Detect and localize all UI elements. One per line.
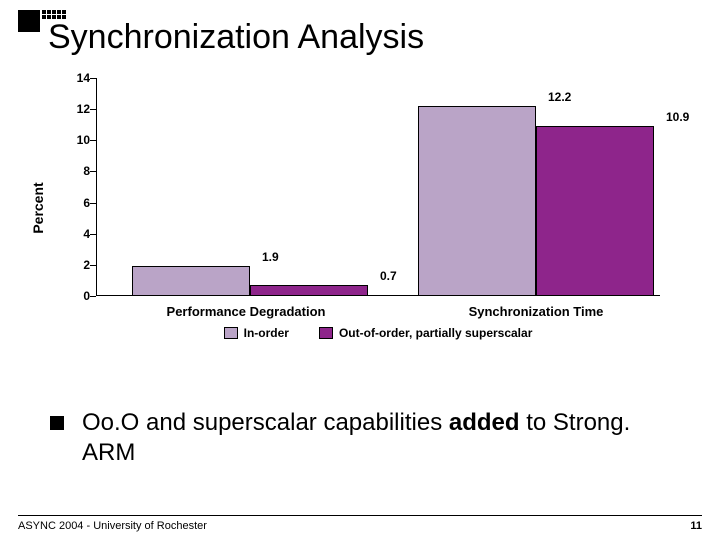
chart: Percent 02468101214 1.90.712.210.9 Perfo… [38, 78, 678, 338]
y-tick-mark [90, 203, 96, 204]
bar-inorder [132, 266, 250, 296]
y-tick-label: 2 [60, 258, 90, 272]
x-category-label: Performance Degradation [146, 296, 346, 319]
bullet-text-pre: Oo.O and superscalar capabilities [82, 409, 449, 436]
y-tick-mark [90, 140, 96, 141]
y-tick-mark [90, 171, 96, 172]
legend-item-inorder: In-order [224, 326, 289, 340]
y-tick-mark [90, 234, 96, 235]
legend-label-inorder: In-order [244, 326, 289, 340]
slide-root: Synchronization Analysis Percent 0 2 4 6 8 10… [0, 0, 720, 540]
legend: In-order Out-of-order, partially supersc… [96, 326, 660, 340]
y-axis-line [96, 78, 97, 296]
bullet-square-icon [50, 416, 64, 430]
y-tick-label: 10 [60, 133, 90, 147]
x-category-label: Synchronization Time [436, 296, 636, 319]
legend-label-ooo: Out-of-order, partially superscalar [339, 326, 532, 340]
footer: ASYNC 2004 - University of Rochester 11 [18, 515, 702, 532]
bar-inorder [418, 106, 536, 296]
y-tick-label: 8 [60, 164, 90, 178]
bar-value-label: 10.9 [666, 110, 689, 124]
bar-ooo [536, 126, 654, 296]
bar-value-label: 1.9 [262, 250, 279, 264]
page-number: 11 [690, 520, 702, 532]
y-tick-mark [90, 296, 96, 297]
y-axis-label: Percent [30, 182, 46, 233]
bar-value-label: 12.2 [548, 90, 571, 104]
bullet-text-bold: added [449, 409, 520, 436]
accent-square-icon [18, 10, 40, 32]
y-tick-mark [90, 109, 96, 110]
y-tick-label: 12 [60, 102, 90, 116]
plot-area: 02468101214 1.90.712.210.9 Performance D… [96, 78, 660, 296]
legend-item-ooo: Out-of-order, partially superscalar [319, 326, 532, 340]
y-tick-label: 6 [60, 196, 90, 210]
bullet-text: Oo.O and superscalar capabilities added … [82, 408, 680, 468]
y-tick-mark [90, 265, 96, 266]
y-tick-label: 14 [60, 71, 90, 85]
page-title: Synchronization Analysis [48, 18, 424, 57]
y-tick-label: 4 [60, 227, 90, 241]
legend-swatch-ooo [319, 327, 333, 339]
y-tick-mark [90, 78, 96, 79]
bar-value-label: 0.7 [380, 269, 397, 283]
bar-ooo [250, 285, 368, 296]
y-tick-label: 0 [60, 289, 90, 303]
legend-swatch-inorder [224, 327, 238, 339]
footer-text: ASYNC 2004 - University of Rochester [18, 520, 207, 532]
bullet-item: Oo.O and superscalar capabilities added … [50, 408, 680, 468]
